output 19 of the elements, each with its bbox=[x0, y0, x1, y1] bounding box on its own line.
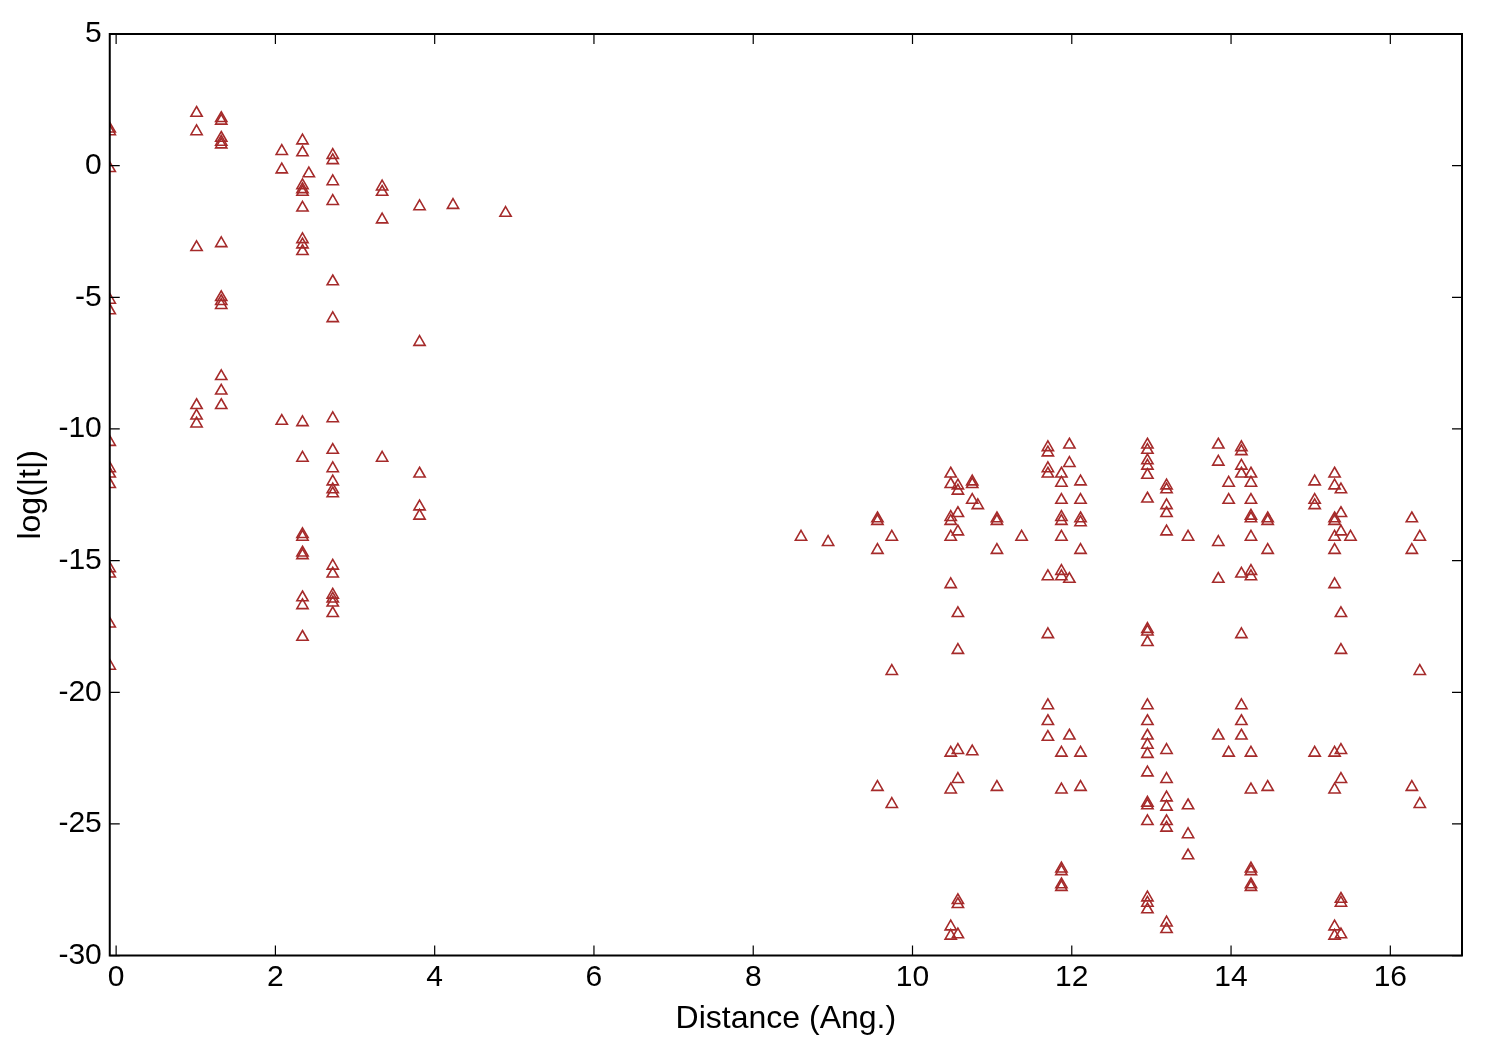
y-tick-label: -10 bbox=[58, 410, 102, 444]
x-tick-label: 10 bbox=[895, 958, 930, 992]
x-tick-label: 2 bbox=[267, 958, 284, 992]
x-axis-title: Distance (Ang.) bbox=[675, 998, 897, 1035]
x-tick-label: 16 bbox=[1373, 958, 1408, 992]
y-tick-label: 5 bbox=[85, 15, 102, 49]
x-tick-label: 0 bbox=[107, 958, 125, 992]
y-tick-label: -25 bbox=[58, 805, 102, 839]
y-tick-label: -5 bbox=[75, 278, 102, 312]
y-tick-label: -30 bbox=[58, 936, 102, 970]
x-tick-label: 12 bbox=[1055, 958, 1089, 992]
x-tick-label: 8 bbox=[744, 958, 762, 992]
y-tick-label: -20 bbox=[58, 673, 102, 707]
x-tick-label: 4 bbox=[426, 958, 444, 992]
x-tick-label: 6 bbox=[585, 958, 603, 992]
x-tick-label: 14 bbox=[1214, 958, 1248, 992]
y-tick-label: -15 bbox=[58, 541, 102, 575]
y-axis-title: log(|t|) bbox=[11, 450, 48, 540]
y-tick-label: 0 bbox=[85, 146, 102, 180]
